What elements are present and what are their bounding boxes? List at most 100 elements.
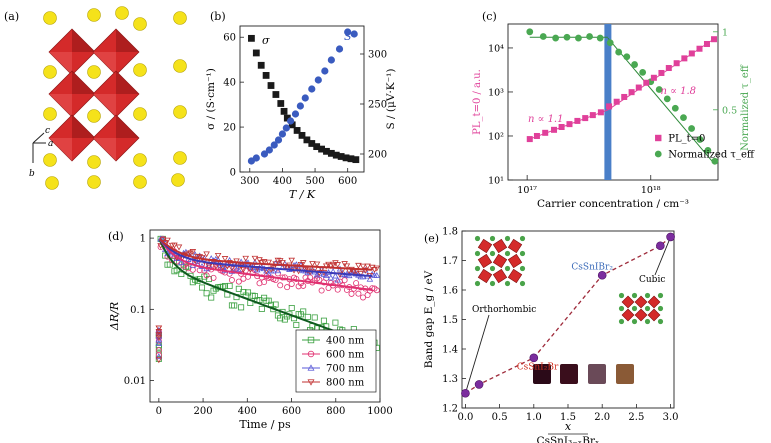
inset-octahedron (477, 253, 493, 269)
cation-sphere (43, 107, 57, 121)
data-point (566, 121, 573, 128)
octahedron-face (72, 115, 95, 138)
data-point (658, 69, 665, 76)
data-point (655, 86, 663, 93)
data-point (222, 283, 229, 290)
cation-sphere (45, 176, 59, 190)
data-point (258, 305, 265, 312)
data-point (318, 287, 325, 294)
inset-sphere (474, 265, 481, 272)
data-point (205, 261, 213, 268)
x-tick-label: 200 (194, 406, 213, 417)
y2-tick-label: 1 (722, 27, 728, 38)
data-point (332, 319, 339, 326)
data-point (621, 93, 628, 100)
data-point (248, 34, 255, 42)
cation-sphere (115, 6, 129, 20)
y2-axis-label: Normalized τ_eff (740, 64, 751, 151)
data-point (277, 315, 284, 322)
data-point (327, 274, 335, 281)
y-tick-label: 1.3 (442, 374, 458, 385)
data-point (203, 290, 210, 297)
data-point (293, 127, 301, 134)
data-point (681, 55, 688, 62)
data-point (665, 65, 672, 72)
annotation-cssnibr2: CsSnIBr₂ (571, 262, 613, 272)
data-point (539, 33, 547, 40)
cation-sphere (87, 8, 101, 22)
threshold-band (604, 24, 612, 180)
data-point (656, 241, 665, 251)
data-point (208, 294, 215, 301)
x-tick-label: 2.5 (628, 412, 644, 423)
inset-sphere (489, 265, 496, 272)
inset-sphere (474, 280, 481, 287)
panel-d: (d) 0 200 400 600 800 1000 0.01 0.1 1 400 nm 600 n… (108, 229, 393, 431)
data-point (257, 61, 265, 69)
data-point (606, 39, 614, 47)
data-point (175, 244, 183, 251)
x-tick-label: 0.0 (457, 412, 473, 423)
data-point (586, 33, 593, 40)
y-tick-label: 0.01 (124, 376, 146, 387)
data-point (291, 110, 300, 118)
axis-triad: c a b (29, 126, 53, 179)
y-axis-label: Band gap E_g / eV (423, 270, 435, 368)
x-tick-label: 600 (338, 176, 357, 187)
data-point (348, 267, 355, 274)
inset-sphere (504, 235, 511, 242)
octahedron-face (116, 29, 139, 52)
panel-label-b: (b) (210, 10, 226, 23)
data-point (221, 256, 229, 262)
y-tick-label: 0 (230, 168, 236, 179)
octahedron-face (72, 71, 95, 94)
data-point (355, 262, 362, 269)
chart-c: 10¹⁷ 10¹⁸ 10¹ 10² 10³ 10⁴ 0.5 1 n ∝ 1.1 n ∝ 1.8 PL… (472, 23, 755, 210)
data-point (171, 242, 178, 249)
octahedron-face (49, 52, 72, 75)
data-point (353, 280, 360, 287)
data-point (261, 279, 268, 286)
x-tick-label: 300 (240, 176, 259, 187)
data-point (355, 290, 362, 297)
data-point (196, 254, 203, 261)
inset-octahedron (477, 268, 493, 284)
data-point (711, 157, 719, 165)
x-axis-label: T / K (289, 188, 316, 201)
data-point (308, 85, 316, 93)
data-point (260, 259, 268, 266)
legend-label: 800 nm (326, 378, 365, 389)
data-point (214, 252, 222, 259)
inset-octahedron (492, 238, 508, 254)
cation-sphere (133, 153, 147, 167)
legend-label: Normalized τ_eff (668, 149, 755, 160)
panel-label-e: (e) (424, 232, 439, 245)
inset-octahedron (634, 295, 648, 309)
y2-axis-label: S / (μV·K⁻¹) (385, 69, 397, 130)
data-point (628, 89, 635, 96)
data-point (270, 141, 278, 149)
data-point (203, 272, 210, 279)
data-point (252, 154, 260, 162)
axis-label-a: a (48, 139, 53, 149)
data-point (575, 34, 582, 42)
axis-label-c: c (45, 126, 50, 136)
inset-label-cubic: Cubic (639, 275, 665, 285)
data-point (155, 336, 163, 343)
inset-sphere (631, 318, 638, 325)
data-point (309, 261, 316, 267)
data-point (596, 34, 604, 42)
chart-e: 0.0 0.5 1.0 1.5 2.0 2.5 3.0 1.2 1.3 1.4 1.5 1.6 1.7 1… (423, 227, 679, 443)
crystal-photo (616, 364, 634, 384)
y2-tick-label: 300 (368, 50, 387, 61)
data-point (332, 260, 339, 267)
legend-label: 600 nm (326, 350, 365, 361)
data-point (613, 98, 620, 105)
data-point (288, 257, 295, 264)
cation-sphere (87, 155, 101, 169)
data-point (226, 282, 233, 289)
data-point (344, 28, 352, 36)
data-point (327, 56, 335, 64)
data-point (329, 261, 337, 268)
data-point (335, 45, 344, 53)
